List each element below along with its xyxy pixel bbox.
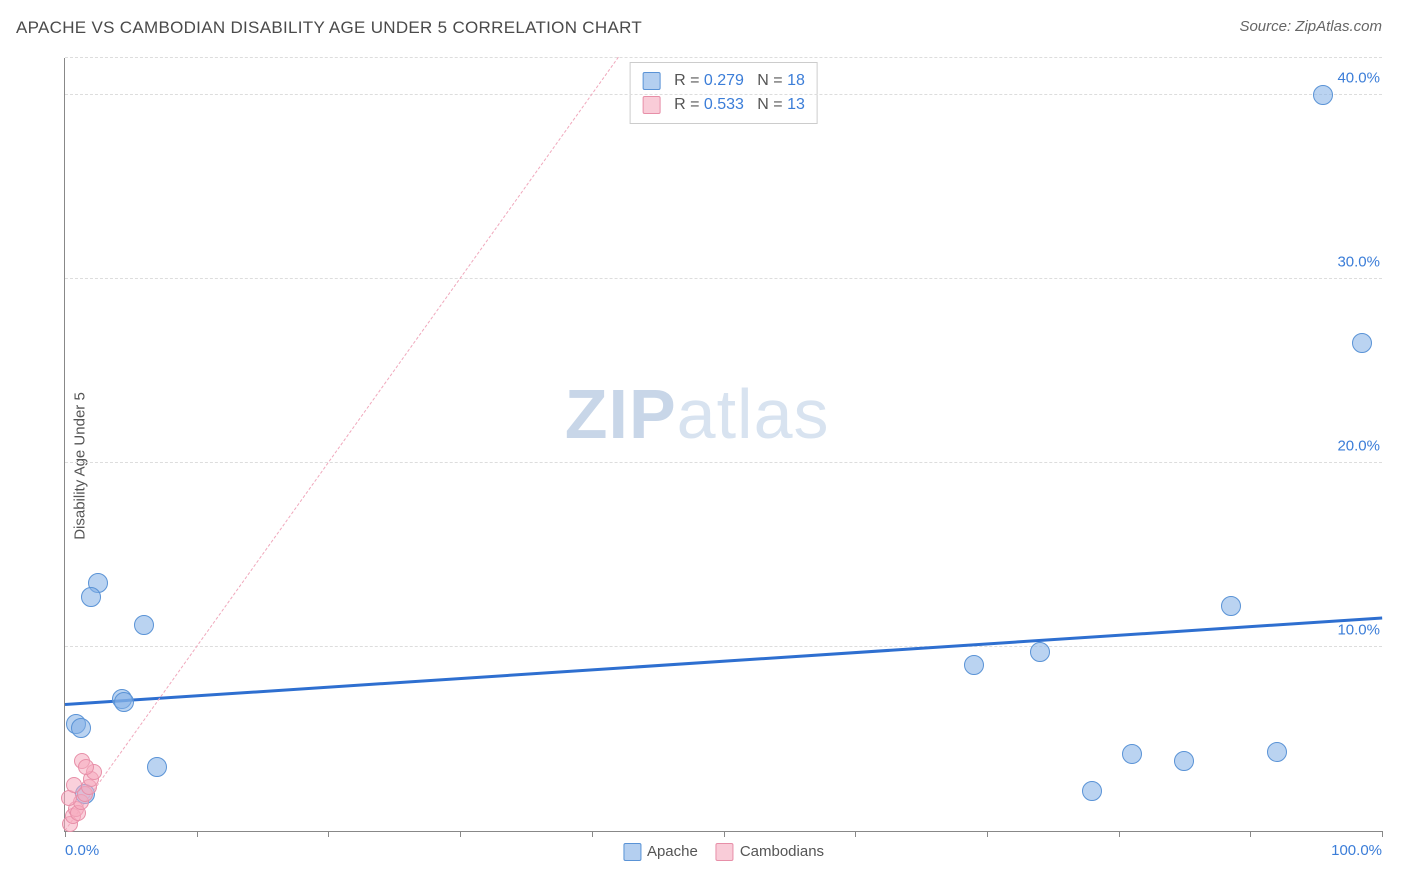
chart-title: APACHE VS CAMBODIAN DISABILITY AGE UNDER… <box>16 18 642 37</box>
header: APACHE VS CAMBODIAN DISABILITY AGE UNDER… <box>16 18 1390 48</box>
x-tick <box>460 831 461 837</box>
y-tick-label: 30.0% <box>1333 253 1384 270</box>
data-point-apache[interactable] <box>1082 781 1102 801</box>
data-point-cambodians[interactable] <box>66 777 82 793</box>
swatch-pink-icon <box>642 96 660 114</box>
gridline <box>65 278 1382 279</box>
data-point-apache[interactable] <box>134 615 154 635</box>
swatch-blue-icon <box>642 72 660 90</box>
watermark: ZIPatlas <box>565 374 830 454</box>
x-tick <box>1382 831 1383 837</box>
data-point-apache[interactable] <box>964 655 984 675</box>
trend-line-cambodians <box>65 57 619 831</box>
x-tick <box>1119 831 1120 837</box>
plot-area: ZIPatlas R = 0.279 N = 18 R = 0.533 N = … <box>64 58 1382 832</box>
r-value-cambodians: 0.533 <box>704 96 744 113</box>
corr-row-cambodians: R = 0.533 N = 13 <box>642 93 805 117</box>
data-point-apache[interactable] <box>114 692 134 712</box>
x-tick <box>328 831 329 837</box>
gridline <box>65 462 1382 463</box>
x-tick <box>987 831 988 837</box>
y-tick-label: 10.0% <box>1333 621 1384 638</box>
legend-item-apache: Apache <box>623 843 698 861</box>
legend-item-cambodians: Cambodians <box>716 843 824 861</box>
gridline <box>65 57 1382 58</box>
gridline <box>65 94 1382 95</box>
corr-row-apache: R = 0.279 N = 18 <box>642 69 805 93</box>
x-tick <box>65 831 66 837</box>
legend-swatch-blue-icon <box>623 843 641 861</box>
x-tick <box>592 831 593 837</box>
r-value-apache: 0.279 <box>704 72 744 89</box>
data-point-apache[interactable] <box>1030 642 1050 662</box>
source-attribution: Source: ZipAtlas.com <box>1239 18 1382 35</box>
data-point-apache[interactable] <box>71 718 91 738</box>
x-min-label: 0.0% <box>65 842 99 859</box>
chart-container: Disability Age Under 5 ZIPatlas R = 0.27… <box>16 50 1390 882</box>
data-point-apache[interactable] <box>1122 744 1142 764</box>
x-tick <box>197 831 198 837</box>
x-max-label: 100.0% <box>1331 842 1382 859</box>
data-point-apache[interactable] <box>1267 742 1287 762</box>
x-tick <box>724 831 725 837</box>
data-point-apache[interactable] <box>1352 333 1372 353</box>
watermark-atlas: atlas <box>677 375 830 453</box>
data-point-apache[interactable] <box>1313 85 1333 105</box>
y-tick-label: 20.0% <box>1333 437 1384 454</box>
data-point-apache[interactable] <box>1221 596 1241 616</box>
x-legend: Apache Cambodians <box>623 843 824 861</box>
data-point-apache[interactable] <box>1174 751 1194 771</box>
data-point-cambodians[interactable] <box>78 759 94 775</box>
x-tick <box>855 831 856 837</box>
data-point-apache[interactable] <box>81 587 101 607</box>
y-tick-label: 40.0% <box>1333 69 1384 86</box>
trend-line-apache <box>65 616 1382 705</box>
gridline <box>65 646 1382 647</box>
data-point-apache[interactable] <box>147 757 167 777</box>
n-value-cambodians: 13 <box>787 96 805 113</box>
legend-swatch-pink-icon <box>716 843 734 861</box>
x-tick <box>1250 831 1251 837</box>
n-value-apache: 18 <box>787 72 805 89</box>
watermark-zip: ZIP <box>565 375 677 453</box>
